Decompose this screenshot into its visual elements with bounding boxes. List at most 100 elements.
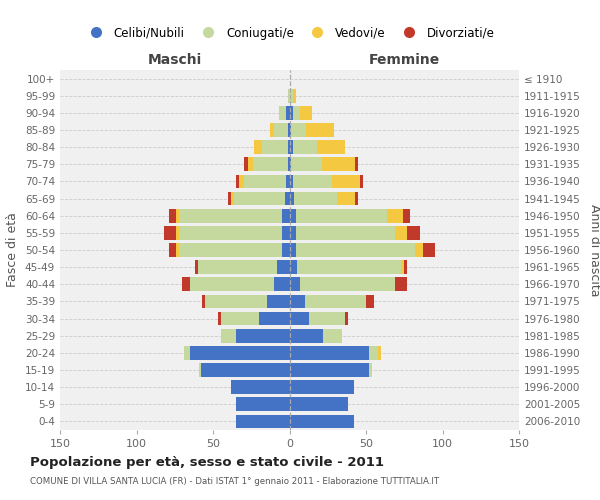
- Bar: [401, 260, 404, 274]
- Bar: [290, 278, 300, 291]
- Bar: [262, 140, 288, 154]
- Bar: [286, 106, 290, 120]
- Bar: [290, 414, 354, 428]
- Bar: [290, 123, 291, 137]
- Bar: [290, 192, 294, 205]
- Bar: [305, 294, 366, 308]
- Bar: [290, 140, 293, 154]
- Bar: [236, 174, 239, 188]
- Bar: [282, 209, 290, 222]
- Bar: [297, 260, 401, 274]
- Bar: [236, 398, 290, 411]
- Bar: [190, 278, 274, 291]
- Bar: [282, 226, 290, 239]
- Bar: [300, 106, 313, 120]
- Bar: [378, 346, 382, 360]
- Bar: [294, 192, 337, 205]
- Bar: [293, 106, 300, 120]
- Bar: [296, 209, 388, 222]
- Bar: [355, 192, 358, 205]
- Bar: [290, 243, 296, 257]
- Bar: [184, 346, 190, 360]
- Bar: [199, 363, 201, 377]
- Bar: [205, 294, 266, 308]
- Bar: [254, 140, 262, 154]
- Bar: [369, 363, 372, 377]
- Bar: [221, 312, 259, 326]
- Bar: [293, 140, 317, 154]
- Bar: [291, 123, 307, 137]
- Bar: [300, 278, 395, 291]
- Bar: [266, 294, 290, 308]
- Bar: [290, 363, 369, 377]
- Bar: [293, 89, 296, 102]
- Bar: [179, 226, 282, 239]
- Bar: [290, 174, 293, 188]
- Bar: [366, 294, 374, 308]
- Bar: [290, 209, 296, 222]
- Bar: [388, 209, 403, 222]
- Bar: [232, 192, 235, 205]
- Bar: [290, 89, 293, 102]
- Bar: [369, 346, 378, 360]
- Bar: [288, 123, 290, 137]
- Bar: [307, 123, 334, 137]
- Bar: [407, 226, 419, 239]
- Bar: [179, 209, 282, 222]
- Bar: [286, 174, 290, 188]
- Bar: [344, 312, 347, 326]
- Bar: [235, 192, 285, 205]
- Bar: [274, 278, 290, 291]
- Bar: [291, 158, 322, 171]
- Text: Femmine: Femmine: [368, 52, 440, 66]
- Bar: [190, 346, 290, 360]
- Bar: [198, 260, 277, 274]
- Bar: [290, 380, 354, 394]
- Bar: [274, 123, 288, 137]
- Bar: [282, 243, 290, 257]
- Bar: [290, 226, 296, 239]
- Bar: [317, 140, 344, 154]
- Bar: [290, 294, 305, 308]
- Bar: [179, 243, 282, 257]
- Bar: [202, 294, 205, 308]
- Bar: [290, 106, 293, 120]
- Bar: [182, 278, 190, 291]
- Bar: [290, 158, 291, 171]
- Bar: [288, 158, 290, 171]
- Text: COMUNE DI VILLA SANTA LUCIA (FR) - Dati ISTAT 1° gennaio 2011 - Elaborazione TUT: COMUNE DI VILLA SANTA LUCIA (FR) - Dati …: [30, 477, 439, 486]
- Bar: [176, 209, 179, 222]
- Bar: [285, 192, 290, 205]
- Bar: [422, 243, 435, 257]
- Bar: [232, 380, 290, 394]
- Bar: [194, 260, 198, 274]
- Bar: [259, 312, 290, 326]
- Bar: [415, 243, 422, 257]
- Bar: [290, 260, 297, 274]
- Bar: [244, 158, 248, 171]
- Bar: [279, 106, 286, 120]
- Bar: [360, 174, 363, 188]
- Bar: [239, 174, 244, 188]
- Bar: [164, 226, 176, 239]
- Bar: [290, 329, 323, 342]
- Bar: [236, 414, 290, 428]
- Bar: [296, 243, 415, 257]
- Bar: [253, 158, 288, 171]
- Bar: [288, 140, 290, 154]
- Bar: [395, 278, 407, 291]
- Bar: [244, 174, 286, 188]
- Text: Popolazione per età, sesso e stato civile - 2011: Popolazione per età, sesso e stato civil…: [30, 456, 384, 469]
- Legend: Celibi/Nubili, Coniugati/e, Vedovi/e, Divorziati/e: Celibi/Nubili, Coniugati/e, Vedovi/e, Di…: [79, 22, 500, 44]
- Bar: [290, 312, 310, 326]
- Y-axis label: Fasce di età: Fasce di età: [7, 212, 19, 288]
- Bar: [236, 329, 290, 342]
- Bar: [355, 158, 358, 171]
- Bar: [290, 398, 347, 411]
- Bar: [277, 260, 290, 274]
- Bar: [269, 123, 274, 137]
- Bar: [404, 260, 407, 274]
- Bar: [201, 363, 290, 377]
- Bar: [248, 158, 253, 171]
- Bar: [322, 158, 355, 171]
